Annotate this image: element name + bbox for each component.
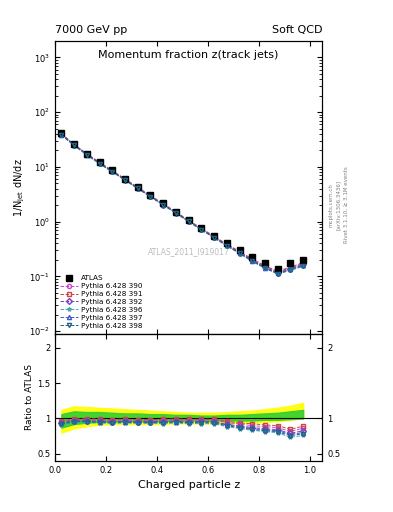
- Text: Rivet 3.1.10, ≥ 3.1M events: Rivet 3.1.10, ≥ 3.1M events: [344, 166, 349, 243]
- X-axis label: Charged particle z: Charged particle z: [138, 480, 240, 490]
- Text: Soft QCD: Soft QCD: [272, 25, 322, 35]
- Legend: ATLAS, Pythia 6.428 390, Pythia 6.428 391, Pythia 6.428 392, Pythia 6.428 396, P: ATLAS, Pythia 6.428 390, Pythia 6.428 39…: [57, 272, 145, 331]
- Text: Momentum fraction z(track jets): Momentum fraction z(track jets): [99, 50, 279, 60]
- Text: mcplots.cern.ch: mcplots.cern.ch: [328, 183, 333, 227]
- Text: [arXiv:1306.3436]: [arXiv:1306.3436]: [336, 180, 341, 230]
- Text: ATLAS_2011_I919017: ATLAS_2011_I919017: [148, 247, 230, 256]
- Y-axis label: 1/N$_\mathregular{jet}$ dN/dz: 1/N$_\mathregular{jet}$ dN/dz: [12, 158, 27, 217]
- Text: 7000 GeV pp: 7000 GeV pp: [55, 25, 127, 35]
- Y-axis label: Ratio to ATLAS: Ratio to ATLAS: [25, 364, 34, 430]
